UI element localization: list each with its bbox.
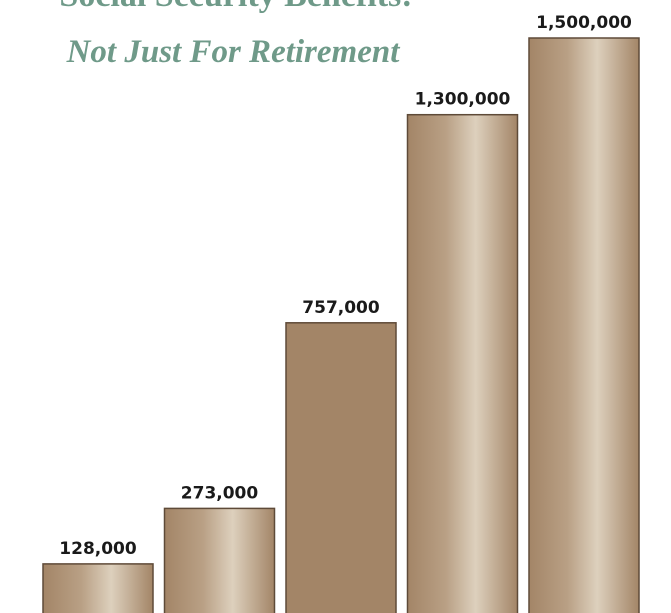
bar-value-label-5: 1,500,000	[536, 13, 632, 33]
bar-3	[285, 322, 397, 613]
bar-value-label-4: 1,300,000	[415, 90, 511, 110]
bars-group	[42, 37, 640, 613]
bar-5	[528, 37, 640, 613]
bar-1	[42, 563, 154, 613]
bar-2	[163, 507, 276, 613]
bar-4	[406, 113, 519, 613]
chart-title: Social Security Benefits:	[59, 0, 412, 14]
chart-subtitle: Not Just For Retirement	[66, 34, 401, 70]
bar-value-label-2: 273,000	[181, 483, 259, 503]
bar-labels-group: 128,000 273,000 757,000 1,300,000 1,500,000	[59, 13, 632, 559]
bar-value-label-1: 128,000	[59, 539, 137, 559]
bar-value-label-3: 757,000	[302, 298, 380, 318]
